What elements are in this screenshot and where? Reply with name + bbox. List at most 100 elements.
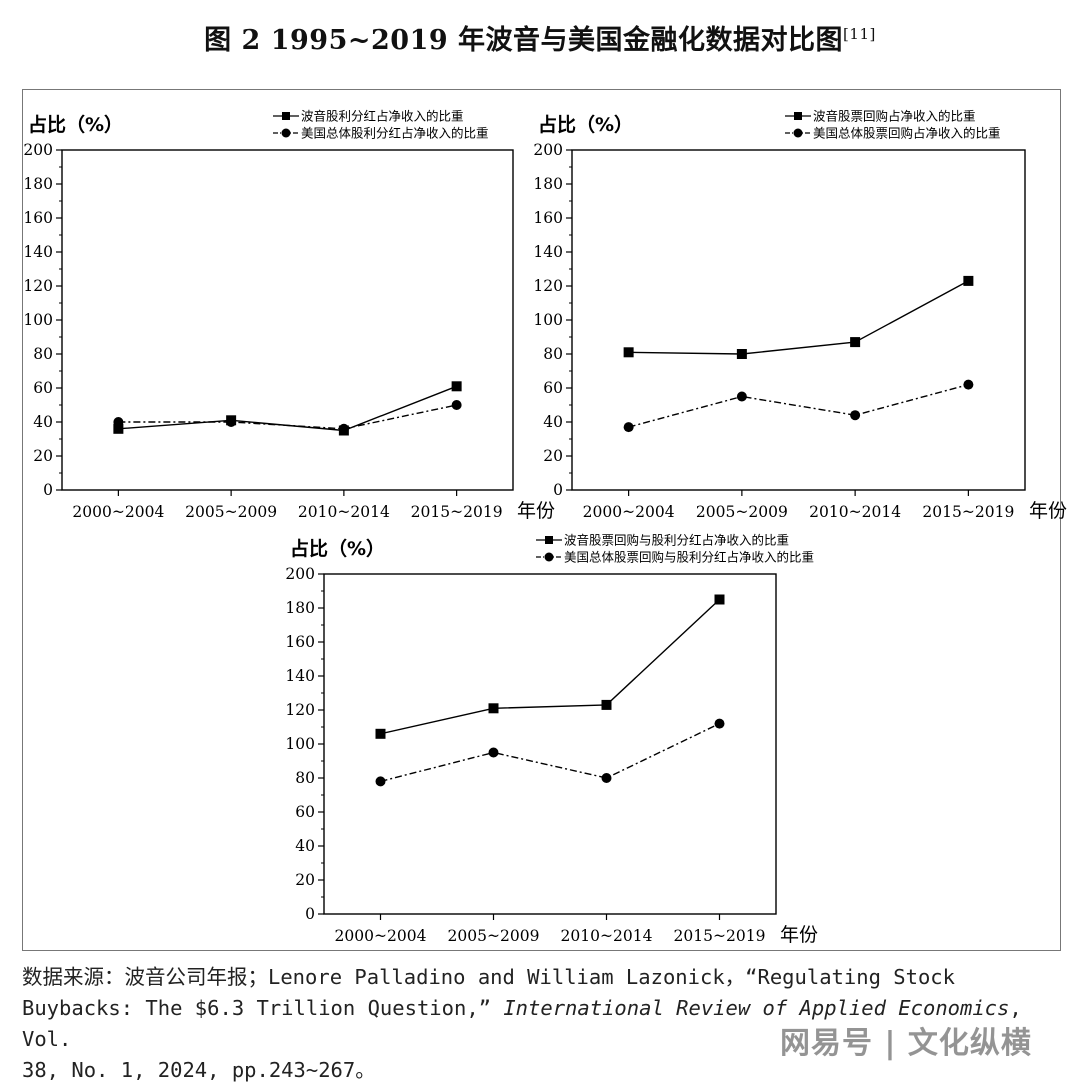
y-axis-title: 占比（%） (290, 537, 385, 560)
figure-title: 图 2 1995~2019 年波音与美国金融化数据对比图[11] (0, 18, 1080, 57)
series-1-point (850, 410, 861, 421)
legend-label-1: 美国总体股利分红占净收入的比重 (301, 126, 489, 141)
series-0-point (375, 728, 386, 739)
series-line-1 (628, 383, 969, 428)
series-line-0 (628, 280, 969, 355)
series-0-point (850, 337, 861, 348)
chart-buyback: 0 20 40 60 80 100 120 140 160 180 200 2000~2004 2005… (533, 109, 1067, 523)
series-0-point (736, 349, 747, 359)
y-tick-label: 40 (33, 413, 53, 431)
x-tick-label: 2010~2014 (298, 503, 390, 521)
y-tick-label: 180 (23, 175, 53, 193)
source-line-2: Buybacks: The $6.3 Trillion Question,” I… (22, 993, 1062, 1055)
y-tick-label: 160 (533, 209, 563, 227)
source-line-1: 数据来源：波音公司年报；Lenore Palladino and William… (22, 965, 955, 989)
x-tick-label: 2015~2019 (674, 927, 766, 945)
legend-label-1: 美国总体股票回购与股利分红占净收入的比重 (564, 550, 814, 565)
y-tick-label: 0 (305, 905, 315, 923)
x-tick-label: 2015~2019 (922, 503, 1014, 521)
y-tick-label: 160 (285, 633, 315, 651)
x-axis-title: 年份 (780, 924, 818, 946)
legend-label-0: 波音股利分红占净收入的比重 (301, 109, 464, 124)
legend-label-0: 波音股票回购与股利分红占净收入的比重 (564, 533, 789, 548)
source-line-2a: Buybacks: The $6.3 Trillion Question,” (22, 996, 504, 1020)
y-axis-title: 占比（%） (28, 113, 123, 136)
y-tick-label: 100 (23, 311, 53, 329)
series-1-point (736, 391, 747, 402)
y-tick-label: 180 (285, 599, 315, 617)
series-line-1 (118, 404, 457, 430)
y-tick-label: 160 (23, 209, 53, 227)
y-tick-label: 0 (43, 481, 53, 499)
y-tick-label: 20 (295, 871, 315, 889)
series-line-0 (380, 598, 720, 735)
series-0-point (623, 347, 634, 358)
y-tick-label: 200 (533, 141, 563, 159)
y-tick-label: 140 (285, 667, 315, 685)
y-tick-label: 40 (295, 837, 315, 855)
y-tick-label: 100 (533, 311, 563, 329)
y-tick-label: 80 (543, 345, 563, 363)
x-tick-label: 2010~2014 (809, 503, 901, 521)
data-source-note: 数据来源：波音公司年报；Lenore Palladino and William… (22, 962, 1062, 1086)
chart-buyback-and-dividend: 0 20 40 60 80 100 120 140 160 180 200 2000~2004 2005… (285, 533, 818, 947)
series-1-point (451, 400, 462, 410)
x-tick-label: 2000~2004 (583, 503, 675, 521)
x-tick-label: 2005~2009 (185, 503, 277, 521)
y-tick-label: 120 (285, 701, 315, 719)
y-tick-label: 140 (533, 243, 563, 261)
legend-marker-1 (544, 552, 554, 562)
y-tick-label: 180 (533, 175, 563, 193)
series-1-point (963, 379, 974, 390)
series-1-point (623, 422, 634, 433)
series-1-point (338, 423, 349, 434)
series-1-point (113, 417, 124, 427)
series-1-point (375, 776, 386, 787)
y-tick-label: 60 (295, 803, 315, 821)
series-0-point (963, 275, 974, 286)
y-tick-label: 20 (543, 447, 563, 465)
legend-label-1: 美国总体股票回购占净收入的比重 (813, 126, 1001, 141)
series-0-point (601, 699, 612, 710)
y-tick-label: 120 (23, 277, 53, 295)
x-tick-label: 2000~2004 (335, 927, 427, 945)
legend-label-0: 波音股票回购占净收入的比重 (813, 109, 976, 124)
y-tick-label: 140 (23, 243, 53, 261)
x-tick-label: 2005~2009 (696, 503, 788, 521)
y-tick-label: 120 (533, 277, 563, 295)
x-tick-label: 2015~2019 (411, 503, 503, 521)
x-tick-label: 2005~2009 (448, 927, 540, 945)
x-tick-label: 2010~2014 (561, 927, 653, 945)
watermark-logo: 网易号 | 文化纵横 (780, 1026, 1032, 1061)
series-0-point (451, 381, 462, 392)
y-tick-label: 80 (295, 769, 315, 787)
series-line-0 (118, 385, 457, 432)
figure-title-ref: [11] (843, 25, 876, 43)
plot-area (61, 149, 514, 491)
y-tick-label: 60 (33, 379, 53, 397)
series-0-point (113, 423, 124, 434)
y-axis-title: 占比（%） (538, 113, 633, 136)
legend-marker-0 (282, 112, 290, 120)
series-1-point (601, 773, 612, 783)
journal-name: International Review of Applied Economic… (503, 996, 1010, 1020)
figure-frame (22, 89, 1061, 951)
legend-marker-0 (794, 112, 802, 120)
figure-title-text: 图 2 1995~2019 年波音与美国金融化数据对比图 (204, 25, 844, 56)
plot-area (571, 149, 1026, 491)
y-tick-label: 60 (543, 379, 563, 397)
x-axis-title: 年份 (517, 500, 555, 522)
series-line-1 (380, 722, 720, 783)
plot-area (323, 573, 777, 915)
series-1-point (226, 417, 237, 427)
y-tick-label: 200 (23, 141, 53, 159)
y-tick-label: 80 (33, 345, 53, 363)
series-0-point (488, 703, 499, 714)
y-tick-label: 200 (285, 565, 315, 583)
series-1-point (488, 747, 499, 758)
legend-marker-1 (281, 128, 291, 138)
legend-marker-0 (545, 536, 553, 544)
y-tick-label: 20 (33, 447, 53, 465)
source-line-2c: , Vol. (22, 996, 1022, 1051)
x-axis-title: 年份 (1029, 500, 1067, 522)
